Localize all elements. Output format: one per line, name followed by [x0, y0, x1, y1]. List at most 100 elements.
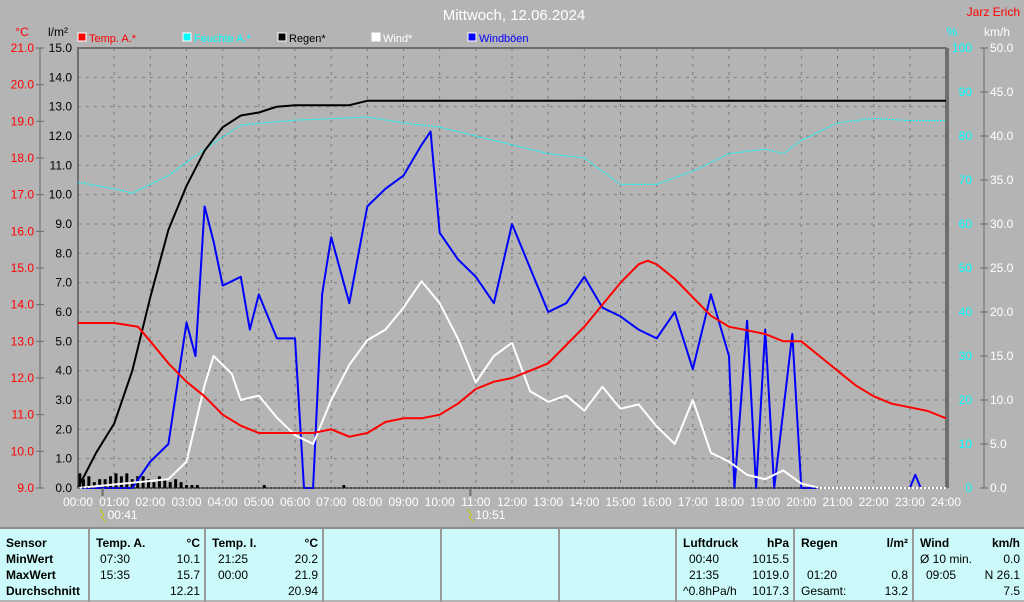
x-tick-label: 18:00: [714, 495, 744, 509]
legend-label-2: Regen*: [289, 33, 326, 45]
wind-unit-label: km/h: [984, 25, 1010, 39]
temp-unit-label: °C: [15, 25, 29, 39]
humidity-tick-label: 100: [952, 41, 972, 55]
temp-tick-label: 19.0: [11, 114, 35, 128]
x-tick-label: 11:00: [461, 495, 490, 509]
x-tick-label: 05:00: [244, 495, 274, 509]
rain-bar: [163, 479, 167, 488]
pressure-avg: 1017.3: [752, 584, 789, 598]
wind-tick-label: 10.0: [990, 393, 1014, 407]
series-line-feuchtea: [77, 116, 946, 194]
rain-bar: [109, 476, 113, 488]
col-empty-1: [324, 529, 442, 602]
rain-tick-label: 4.0: [55, 364, 72, 378]
legend-swatch-0: [77, 32, 87, 42]
legend-label-1: Feuchte A.*: [194, 33, 252, 45]
humidity-tick-label: 70: [959, 173, 973, 187]
temp-i-header: Temp. I.: [212, 536, 257, 550]
col-sensor: Sensor MinWert MaxWert Durchschnitt: [0, 529, 90, 602]
x-tick-label: 15:00: [605, 495, 635, 509]
temp-a-header: Temp. A.: [96, 536, 146, 550]
rain-bar: [81, 479, 85, 488]
legend-swatch-3: [371, 32, 381, 42]
wind-avg-label: Ø 10 min.: [920, 552, 973, 566]
rain-tick-label: 11.0: [50, 158, 73, 172]
stats-table: Sensor MinWert MaxWert Durchschnitt Temp…: [0, 527, 1024, 602]
wind-tick-label: 30.0: [990, 217, 1014, 231]
col-wind: Wind km/h Ø 10 min. 0.0 09:05 N 26.1 7.5: [914, 529, 1024, 602]
rain-bar: [147, 479, 151, 488]
x-tick-label: 00:00: [63, 495, 93, 509]
humidity-unit-label: %: [947, 25, 958, 39]
wind-tick-label: 40.0: [990, 129, 1014, 143]
rain-tick-label: 15.0: [49, 41, 73, 55]
wind-tick-label: 15.0: [990, 349, 1014, 363]
series-line-tempa: [78, 259, 947, 438]
x-tick-label: 17:00: [678, 495, 708, 509]
rain-bar: [185, 485, 188, 488]
x-tick-label: 06:00: [280, 495, 310, 509]
x-tick-label: 07:00: [316, 495, 346, 509]
pressure-header: Luftdruck: [683, 536, 739, 550]
pressure-max: 1019.0: [752, 568, 789, 582]
temp-a-avg: 12.21: [169, 584, 200, 598]
rain-tick-label: 14.0: [49, 70, 73, 84]
rain-bar: [174, 479, 178, 488]
rain-tick-label: 7.0: [55, 276, 72, 290]
rain-max: 0.8: [891, 568, 908, 582]
rain-tick-label: 13.0: [49, 100, 73, 114]
humidity-tick-label: 0: [965, 481, 972, 495]
x-tick-label: 04:00: [208, 495, 238, 509]
legend-swatch-4: [467, 32, 477, 42]
rain-bar: [119, 476, 123, 488]
x-tick-label: 19:00: [750, 495, 780, 509]
x-tick-label: 22:00: [859, 495, 889, 509]
temp-tick-label: 10.0: [11, 444, 35, 458]
rain-bar: [179, 482, 183, 488]
temp-tick-label: 11.0: [12, 408, 35, 422]
legend-label-3: Wind*: [383, 33, 413, 45]
temp-i-avg: 20.94: [287, 584, 318, 598]
wind-tick-label: 25.0: [990, 261, 1014, 275]
x-tick-label: 16:00: [642, 495, 672, 509]
temp-tick-label: 12.0: [11, 371, 35, 385]
rain-bar: [152, 482, 156, 488]
wind-tick-label: 0.0: [990, 481, 1007, 495]
rain-bar: [157, 476, 161, 488]
sensor-header: Sensor: [6, 536, 47, 550]
rain-bar: [195, 485, 199, 488]
rain-bar: [262, 485, 266, 488]
temp-tick-label: 16.0: [11, 224, 35, 238]
col-empty-2: [442, 529, 560, 602]
chart-title: Mittwoch, 12.06.2024: [443, 7, 586, 24]
rain-bar: [103, 479, 107, 488]
legend-swatch-2: [277, 32, 287, 42]
col-temp-i: Temp. I. °C 21:25 20.2 00:00 21.9 20.94: [206, 529, 324, 602]
rain-bar: [125, 473, 129, 488]
x-tick-label: 14:00: [569, 495, 599, 509]
humidity-tick-label: 20: [959, 393, 973, 407]
wind-max: N 26.1: [984, 568, 1020, 582]
col-rain: Regen l/m² 01:20 0.8 Gesamt: 13.2: [795, 529, 914, 602]
x-tick-label: 02:00: [135, 495, 165, 509]
x-tick-label: 23:00: [895, 495, 925, 509]
x-tick-label: 03:00: [171, 495, 201, 509]
temp-a-min: 10.1: [176, 552, 200, 566]
col-pressure: Luftdruck hPa 00:40 1015.5 21:35 1019.0 ^0.…: [677, 529, 795, 602]
x-tick-label: 20:00: [786, 495, 816, 509]
x-tick-label: 09:00: [388, 495, 418, 509]
rain-tick-label: 8.0: [55, 246, 72, 260]
rain-bar: [87, 476, 91, 488]
rain-tick-label: 0.0: [55, 481, 72, 495]
humidity-tick-label: 80: [959, 129, 973, 143]
col-temp-a: Temp. A. °C 07:30 10.1 15:35 15.7 12.21: [90, 529, 206, 602]
humidity-tick-label: 40: [959, 305, 973, 319]
humidity-tick-label: 90: [959, 85, 973, 99]
temp-i-max-time: 00:00: [218, 568, 249, 582]
rain-bar: [78, 473, 82, 488]
wind-header: Wind: [920, 536, 950, 550]
temp-tick-label: 13.0: [11, 334, 35, 348]
wind-max-time: 09:05: [926, 568, 957, 582]
rain-total: 13.2: [884, 584, 908, 598]
rain-bar: [168, 482, 172, 488]
